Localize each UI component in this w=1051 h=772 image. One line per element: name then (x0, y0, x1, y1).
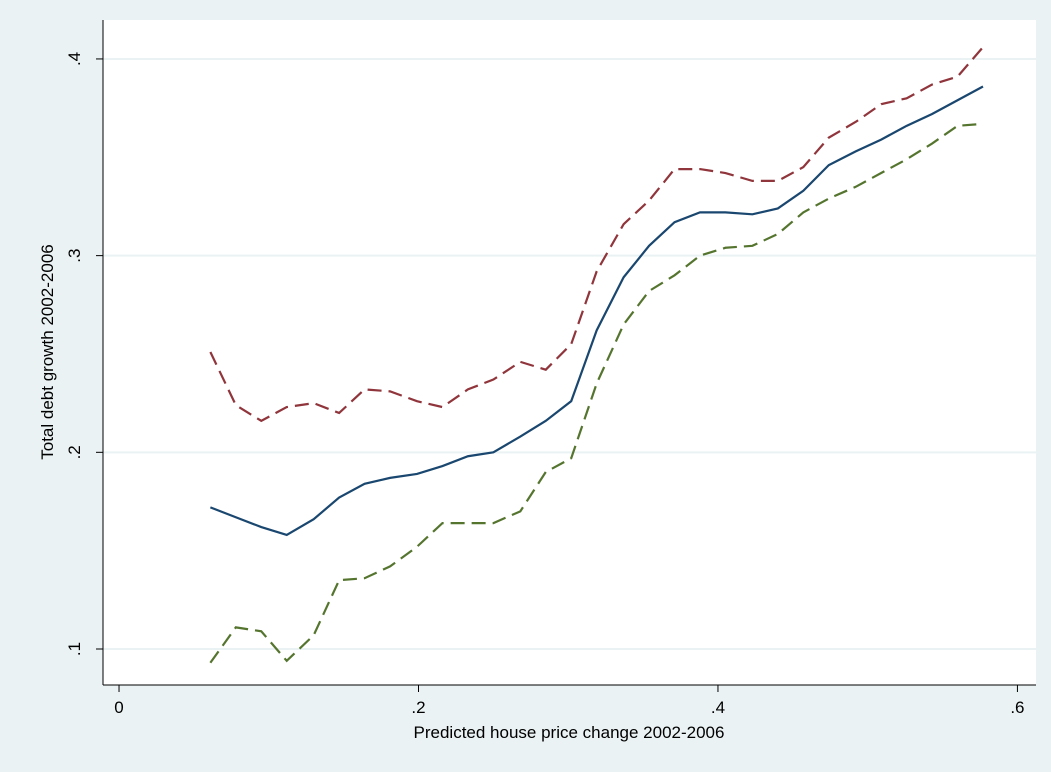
x-tick-label: .6 (1010, 698, 1024, 717)
y-tick-label: .3 (65, 249, 84, 263)
line-series (209, 46, 984, 423)
x-tick-label: 0 (114, 698, 123, 717)
line-series (209, 85, 984, 537)
y-tick-label: .4 (65, 52, 84, 66)
y-tick-label: .2 (65, 445, 84, 459)
line-series (209, 122, 984, 664)
x-tick-label: .2 (411, 698, 425, 717)
y-tick-label: .1 (65, 642, 84, 656)
x-axis-title: Predicted house price change 2002-2006 (414, 723, 725, 742)
x-tick-label: .4 (711, 698, 725, 717)
plot-area (103, 20, 1036, 685)
y-axis-title: Total debt growth 2002-2006 (38, 244, 57, 460)
